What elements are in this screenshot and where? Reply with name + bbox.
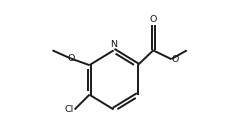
Text: O: O	[150, 15, 157, 24]
Text: Cl: Cl	[65, 105, 74, 114]
Text: O: O	[68, 54, 75, 63]
Text: O: O	[172, 55, 179, 64]
Text: N: N	[110, 40, 117, 49]
